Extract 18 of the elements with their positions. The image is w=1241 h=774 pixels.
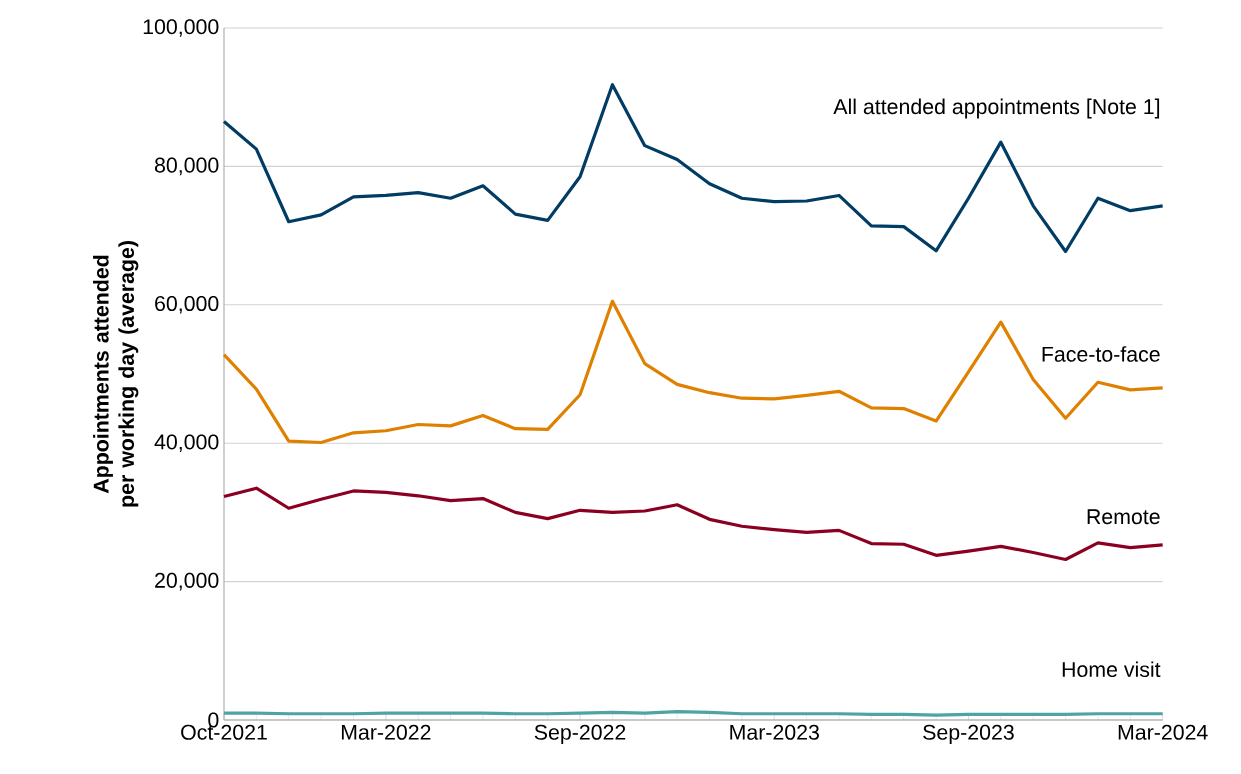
line-series (222, 299, 1165, 445)
series-label: Face-to-face (1042, 346, 1160, 362)
y-tick-label: 40,000 (154, 434, 219, 452)
y-tick-label: 100,000 (143, 19, 219, 37)
y-axis-title: Appointments attended per working day (average) (93, 241, 139, 507)
y-tick-label: 80,000 (154, 157, 219, 176)
line-series (222, 486, 1165, 562)
x-tick-label: Mar-2023 (730, 724, 819, 740)
series-label: All attended appointments [Note 1] (833, 98, 1160, 119)
x-tick-label: Sep-2023 (923, 724, 1014, 745)
x-tick-label: Mar-2024 (1118, 724, 1208, 740)
x-tick-label: Mar-2022 (341, 724, 431, 740)
y-tick-label: 20,000 (155, 572, 219, 591)
y-tick-label: 60,000 (155, 295, 219, 314)
series-label: Remote (1087, 509, 1160, 525)
series-label: Home visit (1062, 661, 1161, 678)
line-series (222, 83, 1165, 254)
x-tick-label: Sep-2022 (534, 724, 626, 745)
